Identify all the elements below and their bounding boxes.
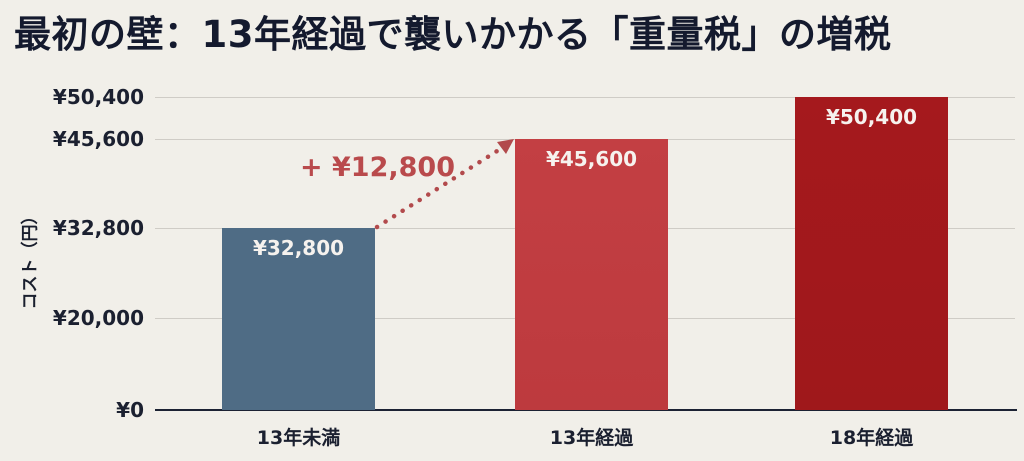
bar-13-years: ¥45,600 [515, 139, 668, 410]
x-axis-baseline [155, 409, 1017, 411]
chart-title: 最初の壁：13年経過で襲いかかる「重量税」の増税 [14, 13, 892, 56]
y-tick-32800: ¥32,800 [52, 216, 144, 240]
x-label-under-13-years: 13年未満 [256, 427, 341, 449]
y-tick-20000: ¥20,000 [52, 306, 144, 330]
x-label-18-years: 18年経過 [829, 427, 914, 449]
increase-annotation: + ¥12,800 [300, 152, 455, 183]
gridline-50400 [155, 97, 1015, 98]
x-label-13-years: 13年経過 [549, 427, 634, 449]
bar-value-label: ¥45,600 [545, 147, 638, 171]
bar-value-label: ¥32,800 [252, 236, 345, 260]
bar-under-13-years: ¥32,800 [222, 228, 375, 410]
y-tick-45600: ¥45,600 [52, 127, 144, 151]
bar-18-years: ¥50,400 [795, 97, 948, 410]
y-tick-50400: ¥50,400 [52, 85, 144, 109]
y-tick-0: ¥0 [116, 398, 144, 422]
bar-value-label: ¥50,400 [825, 105, 918, 129]
